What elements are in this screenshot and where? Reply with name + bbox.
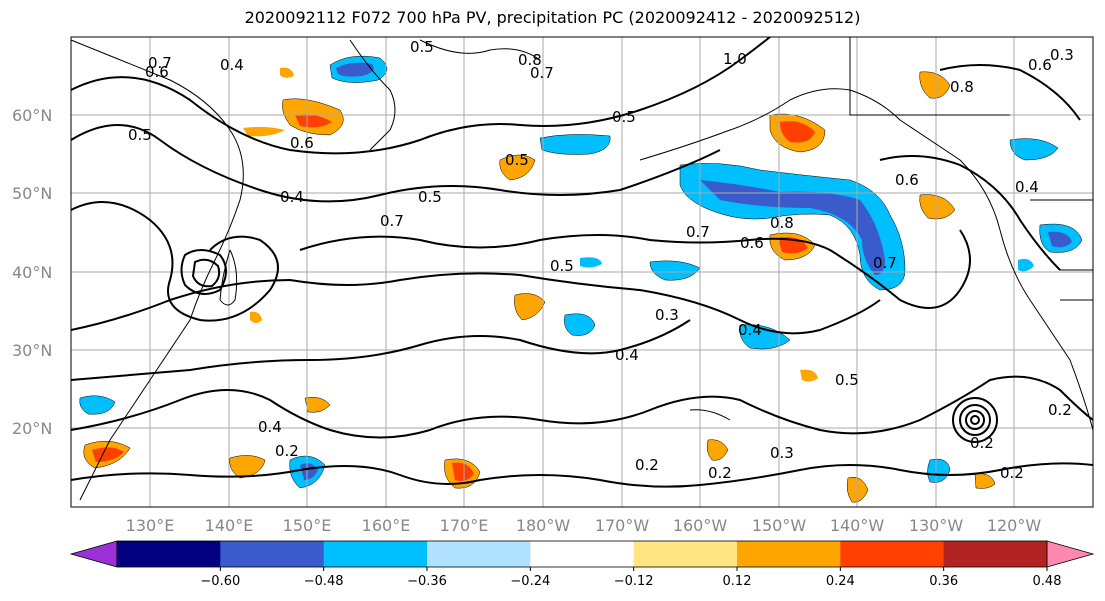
map-title: 2020092112 F072 700 hPa PV, precipitatio… [244, 8, 861, 27]
contour-label: 0.7 [380, 212, 404, 230]
contour-label: 0.6 [145, 63, 169, 81]
colorbar-segment [840, 541, 945, 567]
colorbar-tick-label: 0.36 [929, 574, 958, 589]
lon-label: 170°E [440, 516, 489, 535]
contour-label: 0.4 [220, 56, 244, 74]
contour-label: 0.8 [950, 78, 974, 96]
colorbar-tick-label: 0.12 [723, 574, 752, 589]
lon-label: 150°W [752, 516, 807, 535]
contour-label: 0.5 [128, 126, 152, 144]
colorbar-tick-label: 0.24 [826, 574, 855, 589]
contour-label: 0.2 [1000, 464, 1024, 482]
lat-label: 60°N [12, 106, 52, 125]
contour-label: 1.0 [723, 50, 747, 68]
lon-label: 150°E [283, 516, 332, 535]
contour-label: 0.2 [275, 442, 299, 460]
colorbar-segment [530, 541, 635, 567]
contour-label: 0.4 [615, 346, 639, 364]
contour-label: 0.7 [530, 64, 554, 82]
contour-label: 0.5 [410, 38, 434, 56]
lon-label: 130°W [909, 516, 964, 535]
colorbar-frame [116, 540, 1048, 568]
contour-label: 0.8 [770, 214, 794, 232]
contour-label: 0.4 [1015, 178, 1039, 196]
lon-label: 180°W [516, 516, 571, 535]
colorbar-extend-right [1046, 540, 1095, 568]
map-frame [70, 36, 1094, 508]
contour-label: 0.6 [895, 171, 919, 189]
colorbar-segment [220, 541, 325, 567]
colorbar-extend-left [69, 540, 118, 568]
contour-label: 0.3 [655, 306, 679, 324]
contour-label: 0.6 [1028, 56, 1052, 74]
contour-label: 0.5 [505, 151, 529, 169]
contour-label: 0.6 [740, 234, 764, 252]
colorbar-segment [117, 541, 221, 567]
colorbar-segment [737, 541, 841, 567]
lon-label: 170°W [595, 516, 650, 535]
contour-label: 0.8 [518, 51, 542, 69]
longitude-labels: 130°E 140°E 150°E 160°E 170°E 180°W 170°… [126, 516, 1042, 535]
contour-label: 0.4 [258, 418, 282, 436]
colorbar-segment [943, 541, 1048, 567]
lon-label: 160°W [673, 516, 728, 535]
lon-label: 140°E [205, 516, 254, 535]
contour-label: 0.5 [612, 108, 636, 126]
contour-label: 0.5 [550, 257, 574, 275]
lon-label: 120°W [987, 516, 1042, 535]
contour-label: 0.7 [873, 254, 897, 272]
colorbar-segment [633, 541, 738, 567]
colorbar: −0.60 −0.48 −0.36 −0.24 −0.12 0.12 0.24 0.36 0.4… [69, 540, 1095, 589]
lat-label: 20°N [12, 419, 52, 438]
lon-label: 140°W [830, 516, 885, 535]
colorbar-segment [427, 541, 531, 567]
lat-label: 30°N [12, 341, 52, 360]
contour-label: 0.7 [686, 223, 710, 241]
contour-label: 0.3 [770, 444, 794, 462]
contour-labels: 0.5 0.4 0.6 0.7 0.5 0.8 0.7 1.0 0.6 0.3 … [128, 38, 1074, 482]
contour-label: 0.4 [738, 321, 762, 339]
colorbar-tick-label: −0.12 [614, 574, 654, 589]
lon-label: 160°E [362, 516, 411, 535]
contour-label: 0.5 [418, 188, 442, 206]
pv-contours [70, 36, 1094, 488]
contour-label: 0.4 [280, 188, 304, 206]
colorbar-tick-label: −0.36 [407, 574, 447, 589]
colorbar-tick-label: −0.24 [510, 574, 550, 589]
contour-label: 0.7 [148, 54, 172, 72]
precip-shading [79, 55, 1083, 503]
coastlines [70, 37, 1094, 501]
contour-label: 0.6 [290, 134, 314, 152]
lat-label: 50°N [12, 184, 52, 203]
colorbar-segment [323, 541, 428, 567]
contour-label: 0.3 [1050, 46, 1074, 64]
contour-label: 0.5 [835, 371, 859, 389]
colorbar-tick-label: −0.48 [304, 574, 344, 589]
colorbar-tick-label: −0.60 [200, 574, 240, 589]
latitude-labels: 60°N 50°N 40°N 30°N 20°N [12, 106, 52, 438]
contour-label: 0.2 [635, 456, 659, 474]
colorbar-tick-label: 0.48 [1033, 574, 1062, 589]
contour-label: 0.2 [1048, 401, 1072, 419]
lat-label: 40°N [12, 263, 52, 282]
contour-label: 0.2 [708, 464, 732, 482]
contour-label: 0.2 [970, 434, 994, 452]
lon-label: 130°E [126, 516, 175, 535]
